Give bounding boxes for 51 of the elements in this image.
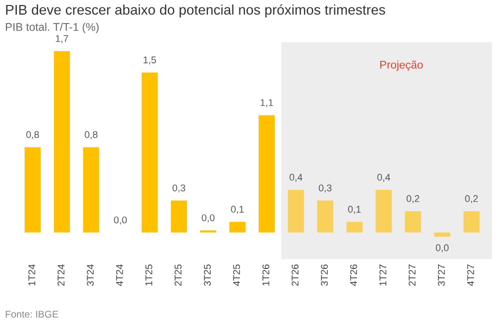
data-label: 0,8 <box>26 131 39 140</box>
data-label: 1,5 <box>144 56 156 64</box>
x-tick-label: 4T24 <box>116 264 123 286</box>
data-label: 1,7 <box>56 35 68 44</box>
bar <box>346 222 362 233</box>
data-label: 0,8 <box>84 131 98 140</box>
x-tick-label: 1T26 <box>262 264 270 286</box>
x-tick-label: 2T27 <box>408 264 416 286</box>
bar <box>463 211 480 233</box>
data-label: 0,2 <box>406 195 420 204</box>
bar <box>24 147 41 233</box>
bar <box>200 230 216 233</box>
data-label: 0,4 <box>377 174 390 182</box>
bar <box>229 222 246 233</box>
bar <box>258 115 275 233</box>
x-tick-label: 2T24 <box>58 264 64 286</box>
data-label: 0,1 <box>231 206 244 214</box>
bar <box>142 72 158 233</box>
x-tick-label: 4T25 <box>233 264 240 286</box>
bar <box>54 51 70 233</box>
x-tick-label: 2T26 <box>292 264 299 286</box>
chart-subtitle: PIB total. T/T-1 (%) <box>6 22 99 34</box>
data-label: 0,2 <box>465 195 478 204</box>
bar <box>83 147 100 233</box>
bar <box>288 190 304 233</box>
x-tick-label: 3T26 <box>320 264 328 286</box>
x-tick-label: 1T27 <box>379 264 386 286</box>
data-label: 1,1 <box>260 99 273 108</box>
data-label: 0,0 <box>202 214 215 222</box>
x-tick-label: 2T25 <box>174 264 182 286</box>
chart-title: PIB deve crescer abaixo do potencial nos próximos trimestres <box>6 4 386 18</box>
bar <box>317 200 334 233</box>
bar <box>404 211 422 233</box>
band-label: Projeção <box>380 60 423 71</box>
bar <box>434 232 450 237</box>
x-tick-label: 4T27 <box>467 264 474 286</box>
data-label: 0,3 <box>172 184 186 193</box>
x-tick-label: 1T24 <box>28 264 36 286</box>
x-tick-label: 1T25 <box>145 264 152 286</box>
data-label: 0,3 <box>318 184 332 193</box>
source-note: Fonte: IBGE <box>6 310 58 318</box>
x-tick-label: 3T25 <box>204 264 211 286</box>
data-label: 0,0 <box>436 244 449 252</box>
data-label: 0,0 <box>114 216 127 225</box>
bar <box>170 200 187 233</box>
x-tick-label: 3T27 <box>438 264 445 286</box>
data-label: 0,1 <box>348 206 361 214</box>
x-tick-label: 3T24 <box>86 264 94 286</box>
bar <box>376 190 392 233</box>
x-tick-label: 4T26 <box>350 264 358 286</box>
data-label: 0,4 <box>290 174 302 182</box>
